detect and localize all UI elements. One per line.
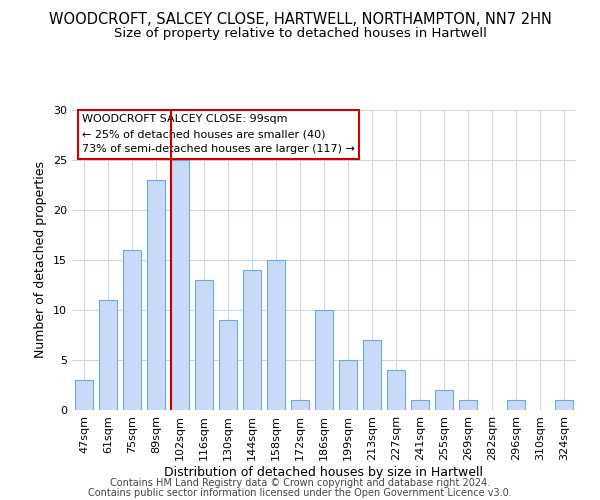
Bar bbox=[411, 400, 429, 410]
Bar bbox=[99, 300, 117, 410]
Bar bbox=[195, 280, 213, 410]
Bar bbox=[387, 370, 405, 410]
Bar bbox=[315, 310, 333, 410]
Bar bbox=[339, 360, 357, 410]
Bar bbox=[555, 400, 573, 410]
Text: WOODCROFT SALCEY CLOSE: 99sqm
← 25% of detached houses are smaller (40)
73% of s: WOODCROFT SALCEY CLOSE: 99sqm ← 25% of d… bbox=[82, 114, 355, 154]
Bar bbox=[267, 260, 285, 410]
Bar bbox=[123, 250, 141, 410]
Bar bbox=[219, 320, 237, 410]
X-axis label: Distribution of detached houses by size in Hartwell: Distribution of detached houses by size … bbox=[164, 466, 484, 478]
Text: Size of property relative to detached houses in Hartwell: Size of property relative to detached ho… bbox=[113, 28, 487, 40]
Bar bbox=[243, 270, 261, 410]
Bar bbox=[363, 340, 381, 410]
Bar bbox=[291, 400, 309, 410]
Y-axis label: Number of detached properties: Number of detached properties bbox=[34, 162, 47, 358]
Bar bbox=[147, 180, 165, 410]
Bar bbox=[171, 160, 189, 410]
Text: WOODCROFT, SALCEY CLOSE, HARTWELL, NORTHAMPTON, NN7 2HN: WOODCROFT, SALCEY CLOSE, HARTWELL, NORTH… bbox=[49, 12, 551, 28]
Bar bbox=[75, 380, 93, 410]
Text: Contains public sector information licensed under the Open Government Licence v3: Contains public sector information licen… bbox=[88, 488, 512, 498]
Bar bbox=[459, 400, 477, 410]
Bar bbox=[507, 400, 525, 410]
Text: Contains HM Land Registry data © Crown copyright and database right 2024.: Contains HM Land Registry data © Crown c… bbox=[110, 478, 490, 488]
Bar bbox=[435, 390, 453, 410]
